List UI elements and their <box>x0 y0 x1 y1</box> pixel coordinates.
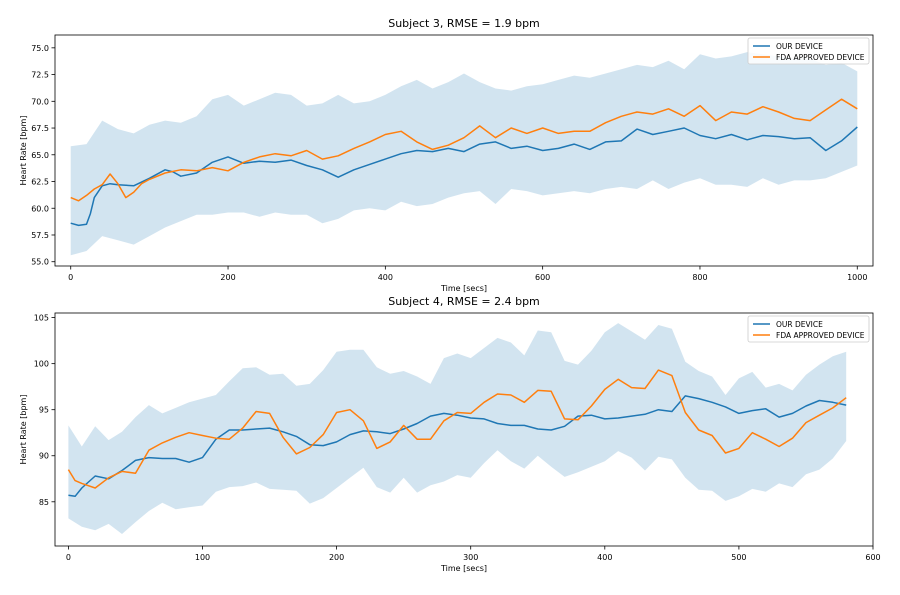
legend-label: OUR DEVICE <box>776 320 823 329</box>
y-tick-label: 60.0 <box>31 204 49 213</box>
confidence-band <box>68 323 847 534</box>
x-axis-label: Time [secs] <box>440 284 487 293</box>
chart-title: Subject 4, RMSE = 2.4 bpm <box>388 295 540 308</box>
x-tick-label: 400 <box>597 553 612 562</box>
y-tick-label: 75.0 <box>31 44 49 53</box>
series-line-fda-device <box>67 369 847 489</box>
x-tick-label: 100 <box>195 553 210 562</box>
legend-label: OUR DEVICE <box>776 42 823 51</box>
legend-box <box>747 37 870 65</box>
y-tick-label: 95 <box>39 406 49 415</box>
x-tick-label: 0 <box>68 273 73 282</box>
x-tick-label: 600 <box>535 273 550 282</box>
confidence-band <box>70 52 858 256</box>
series-line-our-device <box>68 395 847 498</box>
x-tick-label: 500 <box>731 553 746 562</box>
legend: OUR DEVICE FDA APPROVED DEVICE <box>747 315 870 343</box>
y-tick-label: 57.5 <box>31 231 49 240</box>
x-tick-label: 1000 <box>847 273 867 282</box>
x-axis-label: Time [secs] <box>440 564 487 573</box>
chart-1: Subject 4, RMSE = 2.4 bpm 0 100 200 300 400 50… <box>19 295 881 573</box>
y-tick-label: 67.5 <box>31 124 49 133</box>
y-axis-label: Heart Rate [bpm] <box>19 116 28 186</box>
y-tick-label: 55.0 <box>31 258 49 267</box>
plot-frame <box>54 34 874 267</box>
plot-frame <box>54 312 874 547</box>
x-tick-label: 200 <box>329 553 344 562</box>
y-tick-label: 62.5 <box>31 178 49 187</box>
x-tick-label: 0 <box>66 553 71 562</box>
series-line-our-device <box>70 126 858 227</box>
y-tick-label: 90 <box>39 452 49 461</box>
legend-box <box>747 315 870 343</box>
x-tick-label: 300 <box>463 553 478 562</box>
x-tick-label: 800 <box>692 273 707 282</box>
y-axis-label: Heart Rate [bpm] <box>19 395 28 465</box>
y-tick-label: 70.0 <box>31 97 49 106</box>
y-tick-label: 105 <box>34 314 49 323</box>
legend-label: FDA APPROVED DEVICE <box>776 53 865 62</box>
x-tick-label: 600 <box>865 553 880 562</box>
y-tick-label: 85 <box>39 498 49 507</box>
x-tick-label: 400 <box>378 273 393 282</box>
x-tick-label: 200 <box>220 273 235 282</box>
y-tick-label: 72.5 <box>31 71 49 80</box>
series-line-fda-device <box>70 98 858 202</box>
chart-0: Subject 3, RMSE = 1.9 bpm 0 200 400 600 800 10… <box>19 17 874 293</box>
legend-label: FDA APPROVED DEVICE <box>776 331 865 340</box>
y-tick-label: 65.0 <box>31 151 49 160</box>
chart-title: Subject 3, RMSE = 1.9 bpm <box>388 17 540 30</box>
legend: OUR DEVICE FDA APPROVED DEVICE <box>747 37 870 65</box>
y-tick-label: 100 <box>34 360 49 369</box>
